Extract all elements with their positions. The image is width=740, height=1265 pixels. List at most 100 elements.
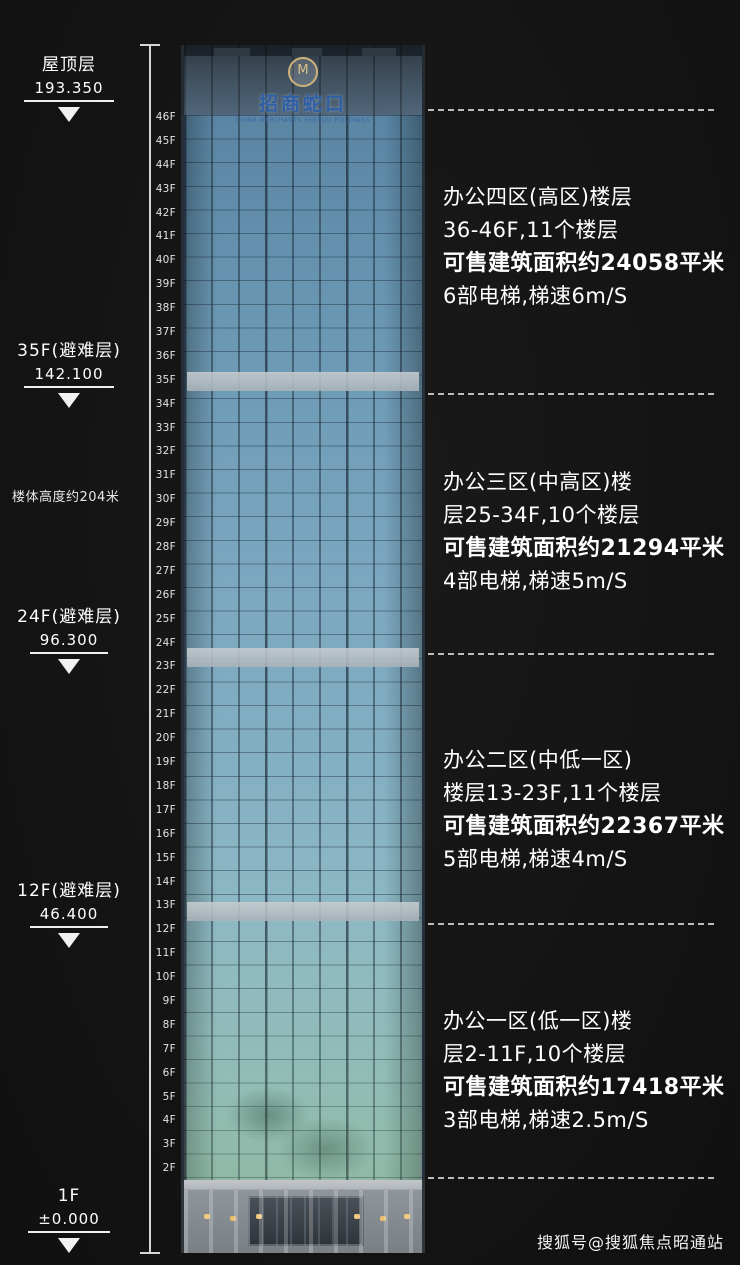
floor-label: 32F: [155, 445, 176, 458]
floor-label: 33F: [155, 421, 176, 434]
floor-label: 34F: [155, 397, 176, 410]
floor-label: 7F: [162, 1042, 176, 1055]
logo-name: 招商蛇口: [258, 93, 347, 115]
floor-label: 38F: [155, 302, 176, 315]
floor-label: 14F: [155, 875, 176, 888]
floor-label: 35F: [155, 373, 176, 386]
floor-label: 25F: [155, 612, 176, 625]
floor-label: 16F: [155, 827, 176, 840]
floor-label: 37F: [155, 326, 176, 339]
zone-text-line: 办公三区(中高区)楼: [443, 470, 633, 494]
floor-label: 40F: [155, 254, 176, 267]
zone-text-line: 4部电梯,梯速5m/S: [443, 569, 628, 593]
watermark-text: 搜狐号@搜狐焦点昭通站: [536, 1233, 724, 1252]
marker-label: 12F(避难层): [17, 881, 121, 901]
building-height-note: 楼体高度约204米: [12, 490, 120, 505]
floor-label: 46F: [155, 111, 176, 123]
zone-text-line: 楼层13-23F,11个楼层: [443, 781, 662, 805]
marker-elevation-value: 193.350: [24, 79, 114, 102]
zone-text-line: 层25-34F,10个楼层: [443, 503, 640, 527]
down-triangle-icon: [58, 107, 80, 122]
refuge-floor-band-35f: [187, 372, 419, 391]
developer-logo: M 招商蛇口 CHINA MERCHANTS SHEKOU HOLDINGS: [181, 57, 425, 124]
floor-label: 20F: [155, 732, 176, 745]
zone-text-line: 36-46F,11个楼层: [443, 218, 619, 242]
floor-label: 11F: [155, 947, 176, 960]
elevation-marker: 24F(避难层) 96.300: [4, 602, 134, 674]
elevation-marker: 屋顶层 193.350: [4, 50, 134, 122]
floor-label: 27F: [155, 564, 176, 577]
floor-label: 30F: [155, 493, 176, 506]
zone-block: 办公一区(低一区)楼 层2-11F,10个楼层可售建筑面积约17418平米 3部电梯…: [443, 1005, 738, 1137]
floor-label: 39F: [155, 278, 176, 291]
floor-label: 17F: [155, 803, 176, 816]
marker-elevation-value: 142.100: [24, 365, 114, 388]
building-podium: [181, 1180, 425, 1253]
zone-descriptions: 办公四区(高区)楼层 36-46F,11个楼层可售建筑面积约24058平米 6部电梯…: [443, 0, 738, 1265]
floor-label: 31F: [155, 469, 176, 482]
floor-label: 42F: [155, 206, 176, 219]
marker-label: 屋顶层: [42, 55, 96, 75]
down-triangle-icon: [58, 659, 80, 674]
marker-elevation-value: ±0.000: [28, 1210, 110, 1233]
lower-floors-reflection: [187, 920, 419, 1180]
zone-text-line: 办公四区(高区)楼层: [443, 185, 633, 209]
zone-text-line: 办公一区(低一区)楼: [443, 1009, 633, 1033]
zone-area-line: 可售建筑面积约17418平米: [443, 1075, 725, 1100]
floor-label: 45F: [155, 134, 176, 147]
refuge-floor-band-12f: [187, 902, 419, 921]
floor-label: 6F: [162, 1066, 176, 1079]
logo-subtitle: CHINA MERCHANTS SHEKOU HOLDINGS: [235, 117, 371, 124]
marker-label: 35F(避难层): [17, 341, 121, 361]
floor-label: 22F: [155, 684, 176, 697]
down-triangle-icon: [58, 393, 80, 408]
zone-divider-roof: [428, 109, 714, 111]
zone-text-line: 6部电梯,梯速6m/S: [443, 284, 628, 308]
podium-lights: [204, 1214, 210, 1219]
refuge-floor-band-24f: [187, 648, 419, 667]
logo-emblem-icon: M: [288, 57, 318, 87]
zone-block: 办公二区(中低一区) 楼层13-23F,11个楼层 可售建筑面积约22367平米 5部…: [443, 744, 738, 876]
floor-label: 13F: [155, 899, 176, 912]
zone-area-line: 可售建筑面积约24058平米: [443, 251, 725, 276]
floor-label: 18F: [155, 779, 176, 792]
floor-label: 3F: [162, 1138, 176, 1151]
zone-divider-35f: [428, 393, 714, 395]
floor-label: 21F: [155, 708, 176, 721]
marker-label: 24F(避难层): [17, 607, 121, 627]
building-illustration: M 招商蛇口 CHINA MERCHANTS SHEKOU HOLDINGS: [181, 45, 425, 1253]
elevation-markers: 屋顶层 193.350 35F(避难层) 142.100 24F(避难层) 96.300 1…: [0, 0, 150, 1265]
floor-label: 10F: [155, 971, 176, 984]
floor-label: 9F: [162, 994, 176, 1007]
floor-label: 2F: [162, 1162, 176, 1175]
marker-elevation-value: 96.300: [29, 631, 109, 654]
zone-area-line: 可售建筑面积约21294平米: [443, 536, 725, 561]
elevation-marker: 1F ±0.000: [4, 1186, 134, 1253]
floor-label: 8F: [162, 1018, 176, 1031]
podium-entrance: [248, 1196, 364, 1246]
zone-block: 办公四区(高区)楼层 36-46F,11个楼层可售建筑面积约24058平米 6部电梯…: [443, 181, 738, 313]
zone-divider-12f: [428, 923, 714, 925]
floor-label: 26F: [155, 588, 176, 601]
zone-block: 办公三区(中高区)楼 层25-34F,10个楼层可售建筑面积约21294平米 4部电…: [443, 466, 738, 598]
down-triangle-icon: [58, 933, 80, 948]
zone-divider-24f: [428, 653, 714, 655]
zone-text-line: 3部电梯,梯速2.5m/S: [443, 1108, 649, 1132]
dimension-tick-bottom: [140, 1252, 160, 1254]
floor-label: 4F: [162, 1114, 176, 1127]
zone-text-line: 5部电梯,梯速4m/S: [443, 847, 628, 871]
marker-elevation-value: 46.400: [29, 905, 109, 928]
zone-text-line: 层2-11F,10个楼层: [443, 1042, 627, 1066]
roof-equipment: [214, 48, 250, 56]
facade-shading: [184, 115, 422, 1180]
floor-label: 41F: [155, 230, 176, 243]
zone-text-line: 办公二区(中低一区): [443, 748, 633, 772]
dimension-tick-top: [140, 44, 160, 46]
floor-label: 44F: [155, 158, 176, 171]
floor-label: 23F: [155, 660, 176, 673]
tower-facade: [181, 115, 425, 1180]
floor-label: 43F: [155, 182, 176, 195]
floor-label: 29F: [155, 517, 176, 530]
floor-column: 46F 45F 44F 43F 42F 41F 40F 39F 38F 37F 36F 35F 34F 3…: [150, 112, 177, 1174]
